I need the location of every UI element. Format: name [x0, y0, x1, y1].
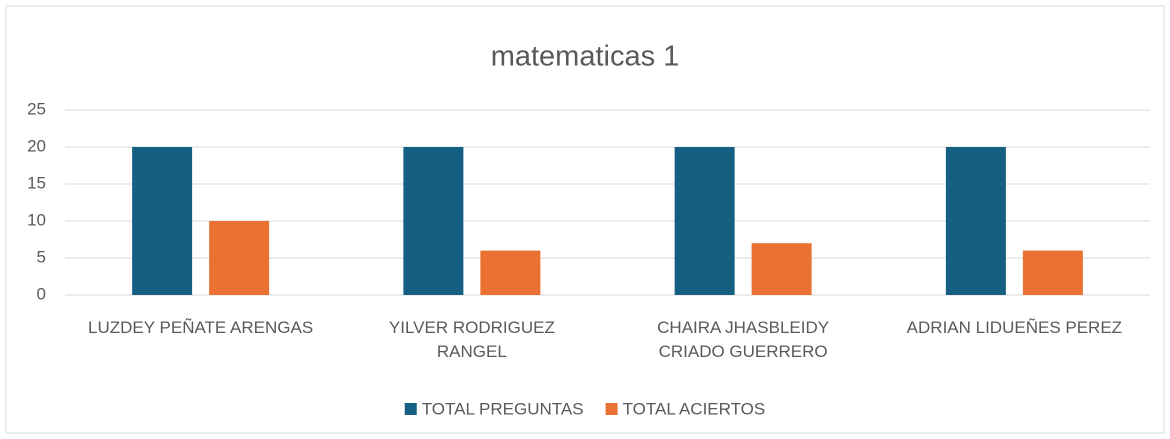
x-tick-label: YILVER RODRIGUEZ RANGEL — [388, 318, 555, 361]
x-tick-label: CHAIRA JHASBLEIDY CRIADO GUERRERO — [657, 318, 830, 361]
legend-swatch — [404, 403, 417, 415]
y-tick-label: 20 — [27, 136, 46, 155]
bar — [209, 221, 270, 295]
y-tick-label: 0 — [37, 284, 46, 303]
bar — [674, 147, 735, 295]
legend-swatch — [605, 403, 618, 415]
bar — [751, 243, 812, 295]
y-tick-label: 25 — [27, 99, 46, 118]
y-tick-label: 10 — [27, 210, 46, 229]
legend-label: TOTAL ACIERTOS — [623, 399, 766, 418]
y-tick-label: 5 — [37, 247, 46, 266]
y-tick-label: 15 — [27, 173, 46, 192]
bar — [403, 147, 464, 295]
legend-label: TOTAL PREGUNTAS — [422, 399, 584, 418]
x-tick-label: LUZDEY PEÑATE ARENGAS — [88, 318, 314, 337]
bar — [132, 147, 193, 295]
bar — [1022, 250, 1083, 295]
x-tick-label: ADRIAN LIDUEÑES PEREZ — [906, 318, 1123, 337]
chart-title: matematicas 1 — [491, 41, 680, 73]
bar — [480, 250, 541, 295]
bar — [945, 147, 1006, 295]
